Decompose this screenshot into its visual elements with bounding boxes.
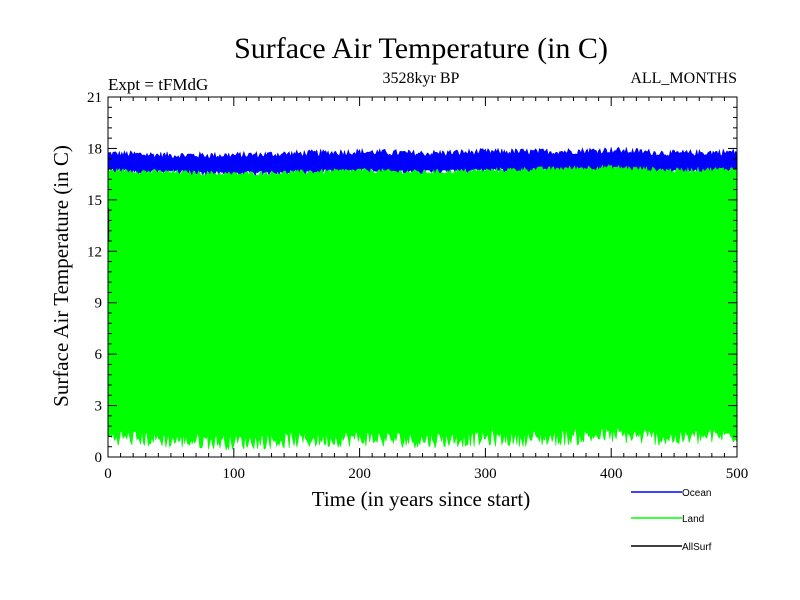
legend-item-allsurf: AllSurf <box>631 542 712 553</box>
y-tick-label: 21 <box>87 90 102 106</box>
legend-label: Land <box>682 514 704 525</box>
chart-title: Surface Air Temperature (in C) <box>234 32 608 65</box>
y-tick-label: 6 <box>95 347 103 363</box>
chart-experiment: Expt = tFMdG <box>108 75 208 94</box>
legend-item-land: Land <box>631 514 704 525</box>
legend-label: AllSurf <box>682 542 712 553</box>
x-tick-label: 400 <box>600 466 623 482</box>
y-tick-label: 9 <box>95 296 103 312</box>
series-land <box>107 164 738 452</box>
x-axis-label: Time (in years since start) <box>312 487 531 511</box>
y-tick-label: 0 <box>95 450 103 466</box>
chart-months: ALL_MONTHS <box>630 70 737 87</box>
x-tick-label: 0 <box>104 466 112 482</box>
y-tick-label: 18 <box>87 141 102 157</box>
x-tick-label: 300 <box>474 466 497 482</box>
plot-area: 0 3 6 9 12 15 18 21 0 100 200 300 400 500 <box>87 90 748 482</box>
chart-subtitle: 3528kyr BP <box>383 70 460 87</box>
legend: Ocean Land AllSurf <box>631 488 712 553</box>
x-tick-label: 100 <box>223 466 246 482</box>
legend-item-ocean: Ocean <box>631 488 711 499</box>
y-tick-label: 3 <box>95 399 103 415</box>
x-tick-label: 200 <box>348 466 371 482</box>
y-tick-label: 15 <box>87 193 102 209</box>
y-axis-label: Surface Air Temperature (in C) <box>49 145 73 407</box>
legend-label: Ocean <box>682 488 711 499</box>
x-tick-label: 500 <box>726 466 749 482</box>
y-tick-label: 12 <box>87 244 102 260</box>
